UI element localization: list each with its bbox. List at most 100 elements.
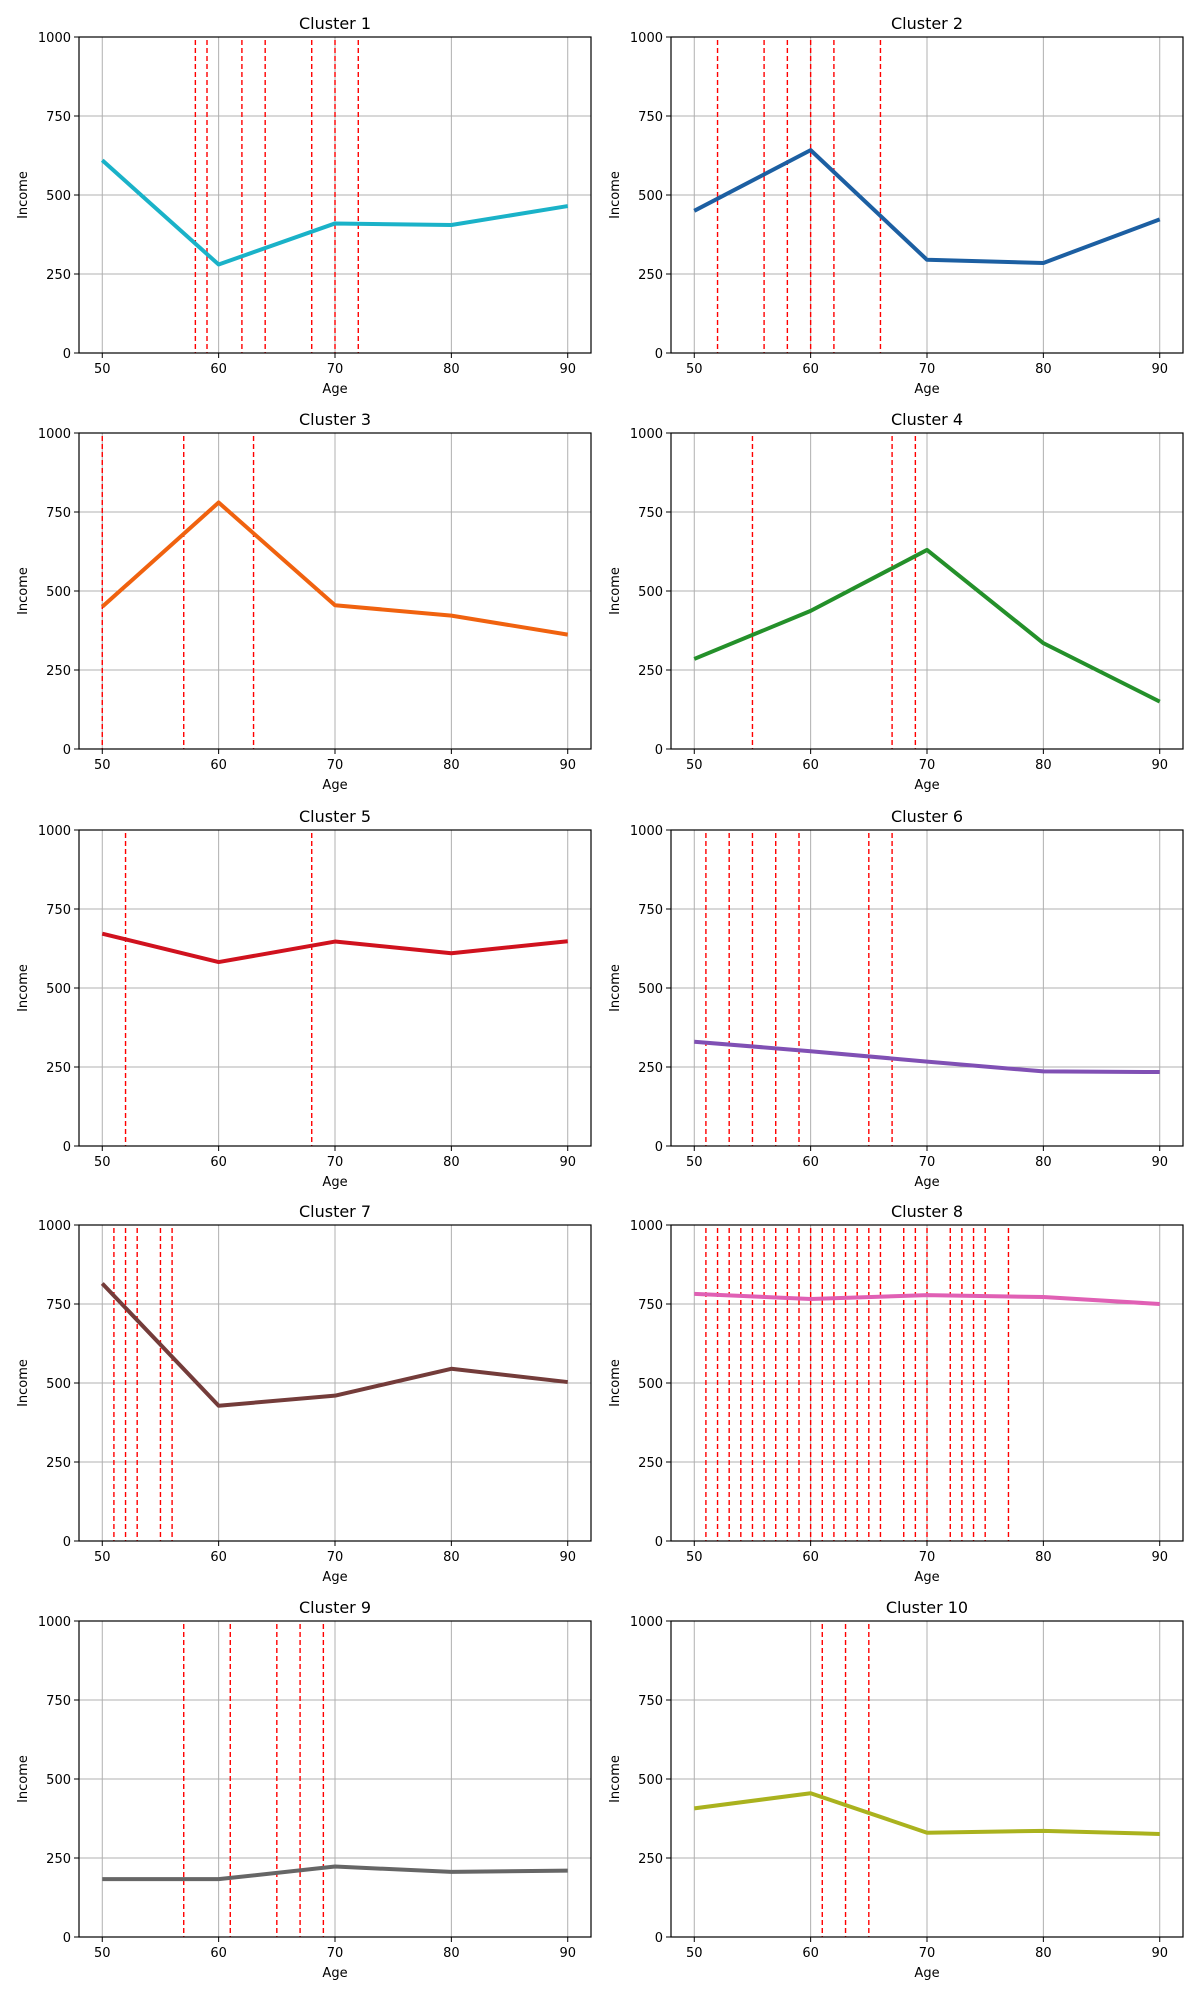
x-tick-label: 80	[1035, 1550, 1052, 1565]
x-axis-label: Age	[914, 1175, 939, 1190]
y-axis-label: Income	[608, 1359, 623, 1407]
y-tick-label: 1000	[38, 1219, 71, 1234]
x-tick-label: 90	[559, 1946, 576, 1961]
y-tick-label: 1000	[38, 824, 71, 839]
x-axis-label: Age	[322, 382, 347, 397]
x-tick-label: 70	[327, 362, 344, 377]
y-axis-label: Income	[16, 1755, 31, 1803]
x-tick-label: 90	[1151, 1155, 1168, 1170]
x-axis-label: Age	[322, 778, 347, 793]
x-tick-label: 60	[210, 1550, 227, 1565]
y-tick-label: 500	[46, 982, 71, 997]
y-axis-label: Income	[608, 964, 623, 1012]
y-tick-label: 1000	[630, 824, 663, 839]
x-tick-label: 80	[1035, 1946, 1052, 1961]
subplot-title: Cluster 1	[299, 14, 371, 33]
x-tick-label: 70	[919, 758, 936, 773]
y-tick-label: 750	[638, 1694, 663, 1709]
x-tick-label: 60	[210, 1155, 227, 1170]
x-tick-label: 50	[686, 1155, 703, 1170]
y-axis-label: Income	[608, 567, 623, 615]
subplot-title: Cluster 3	[299, 410, 371, 429]
y-tick-label: 1000	[38, 427, 71, 442]
x-tick-label: 60	[210, 362, 227, 377]
subplot-title: Cluster 10	[886, 1598, 968, 1617]
y-tick-label: 500	[638, 982, 663, 997]
y-tick-label: 250	[638, 664, 663, 679]
x-tick-label: 70	[327, 1155, 344, 1170]
y-tick-label: 750	[638, 110, 663, 125]
y-tick-label: 1000	[630, 1615, 663, 1630]
x-tick-label: 50	[94, 1946, 111, 1961]
x-tick-label: 90	[559, 758, 576, 773]
x-tick-label: 90	[1151, 1550, 1168, 1565]
x-axis-label: Age	[322, 1570, 347, 1585]
y-tick-label: 1000	[630, 31, 663, 46]
x-tick-label: 60	[802, 1550, 819, 1565]
y-tick-label: 1000	[38, 31, 71, 46]
x-tick-label: 80	[443, 1550, 460, 1565]
x-tick-label: 50	[94, 1550, 111, 1565]
x-tick-label: 50	[686, 362, 703, 377]
x-axis-label: Age	[914, 778, 939, 793]
subplot-title: Cluster 6	[891, 807, 963, 826]
y-tick-label: 500	[46, 585, 71, 600]
y-tick-label: 0	[63, 1931, 71, 1946]
y-tick-label: 750	[638, 1298, 663, 1313]
y-tick-label: 750	[46, 506, 71, 521]
y-tick-label: 1000	[630, 1219, 663, 1234]
y-tick-label: 500	[46, 1773, 71, 1788]
x-tick-label: 70	[919, 1946, 936, 1961]
y-tick-label: 750	[46, 903, 71, 918]
x-tick-label: 70	[919, 1155, 936, 1170]
y-tick-label: 1000	[38, 1615, 71, 1630]
y-tick-label: 750	[46, 110, 71, 125]
y-tick-label: 250	[46, 1456, 71, 1471]
y-tick-label: 0	[655, 347, 663, 362]
subplot-title: Cluster 5	[299, 807, 371, 826]
x-axis-label: Age	[322, 1966, 347, 1981]
x-tick-label: 80	[443, 362, 460, 377]
y-tick-label: 0	[63, 1535, 71, 1550]
subplot-title: Cluster 7	[299, 1202, 371, 1221]
x-tick-label: 90	[559, 362, 576, 377]
x-tick-label: 70	[327, 1946, 344, 1961]
x-tick-label: 90	[1151, 362, 1168, 377]
y-tick-label: 750	[638, 506, 663, 521]
y-tick-label: 0	[655, 1535, 663, 1550]
x-tick-label: 50	[686, 758, 703, 773]
x-tick-label: 90	[559, 1155, 576, 1170]
x-tick-label: 60	[210, 1946, 227, 1961]
y-tick-label: 750	[46, 1694, 71, 1709]
y-tick-label: 250	[46, 664, 71, 679]
y-axis-label: Income	[16, 964, 31, 1012]
y-axis-label: Income	[16, 1359, 31, 1407]
subplot-title: Cluster 4	[891, 410, 963, 429]
x-tick-label: 70	[919, 362, 936, 377]
subplot-title: Cluster 2	[891, 14, 963, 33]
y-axis-label: Income	[608, 1755, 623, 1803]
y-tick-label: 250	[638, 1852, 663, 1867]
x-tick-label: 60	[802, 1155, 819, 1170]
x-tick-label: 60	[210, 758, 227, 773]
x-tick-label: 60	[802, 758, 819, 773]
y-tick-label: 0	[655, 1140, 663, 1155]
x-tick-label: 80	[1035, 758, 1052, 773]
y-tick-label: 0	[63, 1140, 71, 1155]
x-tick-label: 90	[1151, 1946, 1168, 1961]
y-axis-label: Income	[16, 567, 31, 615]
x-tick-label: 90	[559, 1550, 576, 1565]
x-axis-label: Age	[322, 1175, 347, 1190]
x-tick-label: 50	[94, 1155, 111, 1170]
y-tick-label: 500	[638, 1377, 663, 1392]
x-tick-label: 50	[94, 758, 111, 773]
y-tick-label: 500	[638, 585, 663, 600]
